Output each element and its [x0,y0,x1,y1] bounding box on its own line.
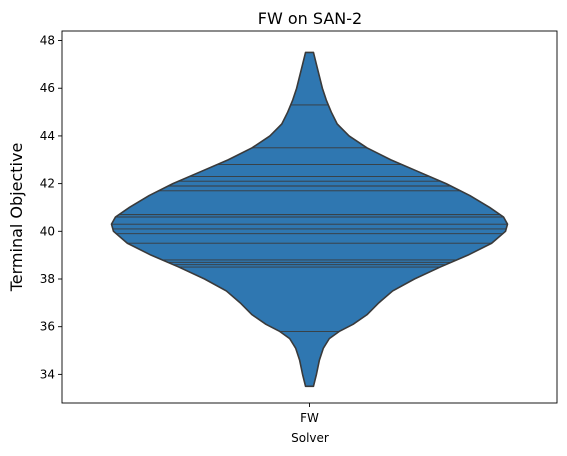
x-axis: FW [300,403,319,425]
y-tick-label: 48 [40,34,55,48]
y-tick-label: 36 [40,320,55,334]
chart-title: FW on SAN-2 [258,9,362,28]
plot-area [110,51,509,388]
x-axis-label: Solver [291,431,329,445]
y-tick-label: 38 [40,272,55,286]
y-tick-label: 42 [40,177,55,191]
y-axis: 34 36 38 40 42 44 46 48 [40,34,62,381]
x-tick-label: FW [300,411,319,425]
y-tick-label: 40 [40,224,55,238]
y-tick-label: 44 [40,129,55,143]
y-axis-label: Terminal Objective [7,143,26,293]
violin-body [110,51,509,388]
y-tick-label: 34 [40,367,55,381]
y-tick-label: 46 [40,81,55,95]
